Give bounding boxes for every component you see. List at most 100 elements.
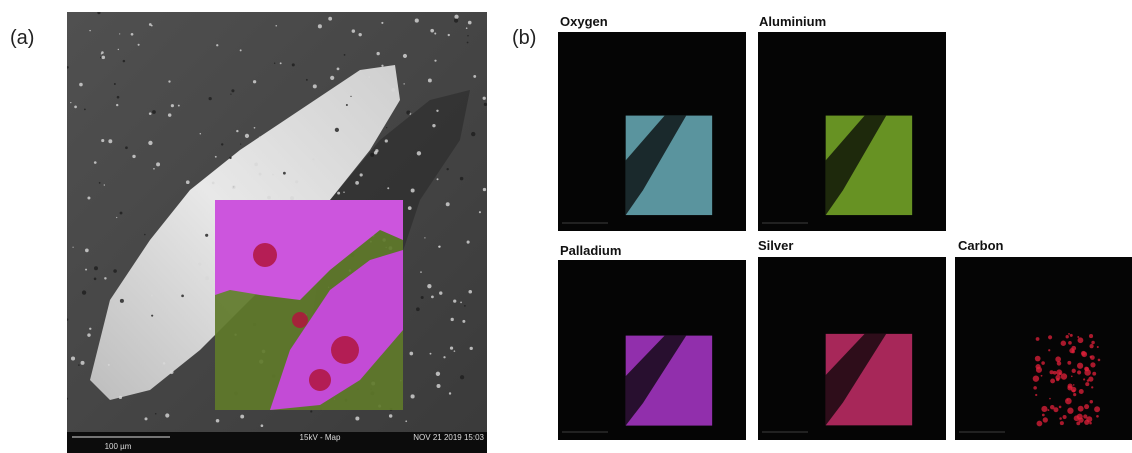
particle xyxy=(464,305,466,307)
particle xyxy=(116,217,117,218)
particle xyxy=(370,153,374,157)
map-title: Oxygen xyxy=(560,14,608,29)
particle xyxy=(113,269,117,273)
map-signal xyxy=(1041,406,1047,412)
particle xyxy=(335,128,339,132)
particle xyxy=(312,158,314,160)
particle xyxy=(430,353,432,355)
particle xyxy=(132,155,135,158)
map-signal xyxy=(1090,355,1095,360)
particle xyxy=(155,413,157,415)
overlay-ag xyxy=(309,369,331,391)
map-signal xyxy=(1070,334,1073,337)
map-signal xyxy=(1081,351,1087,357)
particle xyxy=(78,364,80,366)
particle xyxy=(453,300,456,303)
map-title: Aluminium xyxy=(759,14,826,29)
particle xyxy=(405,420,407,422)
particle xyxy=(152,110,156,114)
particle xyxy=(454,15,458,19)
particle xyxy=(306,79,308,81)
particle xyxy=(216,44,218,46)
map-signal xyxy=(1077,370,1081,374)
particle xyxy=(356,130,359,133)
particle xyxy=(119,33,120,34)
particle xyxy=(421,296,424,299)
particle xyxy=(411,188,415,192)
particle xyxy=(186,180,190,184)
map-signal xyxy=(1083,378,1085,380)
particle xyxy=(411,394,415,398)
particle xyxy=(209,97,212,100)
particle xyxy=(240,143,241,144)
map-signal xyxy=(1059,406,1062,409)
particle xyxy=(205,276,209,280)
particle xyxy=(168,113,171,116)
particle xyxy=(123,60,125,62)
particle xyxy=(420,271,422,273)
map-signal xyxy=(1049,398,1051,400)
map-signal xyxy=(1071,376,1073,378)
particle xyxy=(118,49,119,50)
particle xyxy=(368,76,370,78)
particle xyxy=(70,102,71,103)
particle xyxy=(94,278,97,281)
particle xyxy=(449,392,451,394)
map-signal xyxy=(1074,415,1080,421)
map-signal xyxy=(1066,335,1069,338)
map-signal xyxy=(1089,344,1093,348)
particle xyxy=(460,375,464,379)
particle xyxy=(120,212,123,215)
particle xyxy=(454,19,458,23)
particle xyxy=(116,104,118,106)
particle xyxy=(254,163,258,167)
map-signal xyxy=(1088,377,1093,382)
particle xyxy=(66,398,68,400)
particle xyxy=(403,54,407,58)
map-signal xyxy=(1061,341,1066,346)
particle xyxy=(173,269,175,271)
particle xyxy=(403,83,404,84)
particle xyxy=(114,83,116,85)
map-signal xyxy=(1078,406,1084,412)
particle xyxy=(468,21,472,25)
particle xyxy=(89,30,90,31)
map-signal xyxy=(1067,361,1071,365)
map-signal xyxy=(1072,369,1076,373)
map-signal xyxy=(1084,420,1089,425)
particle xyxy=(344,54,346,56)
particle xyxy=(87,196,90,199)
particle xyxy=(352,29,355,32)
particle xyxy=(280,62,282,64)
particle xyxy=(74,106,77,109)
particle xyxy=(138,44,140,46)
particle xyxy=(259,137,261,139)
particle xyxy=(454,350,456,352)
map-signal xyxy=(1090,362,1095,367)
particle xyxy=(66,318,68,320)
particle xyxy=(149,112,152,115)
particle xyxy=(188,289,189,290)
map-signal xyxy=(1077,363,1083,369)
particle xyxy=(434,60,436,62)
particle xyxy=(328,17,332,21)
particle xyxy=(85,249,89,253)
panel-label: (a) xyxy=(10,27,34,49)
particle xyxy=(232,185,236,189)
particle xyxy=(355,181,359,185)
particle xyxy=(66,66,68,68)
particle xyxy=(131,33,134,36)
particle xyxy=(148,141,152,145)
particle xyxy=(415,19,419,23)
map-signal xyxy=(1050,405,1055,410)
particle xyxy=(212,182,215,185)
particle xyxy=(236,130,238,132)
particle xyxy=(229,157,231,159)
panel-label: (b) xyxy=(512,27,536,49)
particle xyxy=(104,184,105,185)
particle xyxy=(104,277,106,279)
map-signal xyxy=(1059,372,1062,375)
particle xyxy=(87,333,90,336)
particle xyxy=(471,132,475,136)
map-signal xyxy=(1067,408,1073,414)
